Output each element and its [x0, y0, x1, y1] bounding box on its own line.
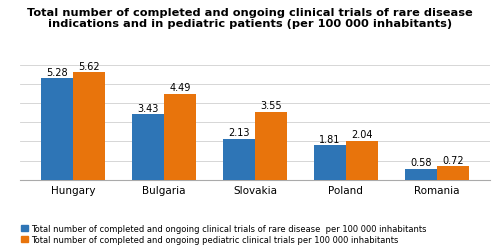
Text: Total number of completed and ongoing clinical trials of rare disease
indication: Total number of completed and ongoing cl… [27, 8, 473, 29]
Bar [132, 114, 164, 180]
Text: 3.43: 3.43 [138, 103, 159, 113]
Bar [164, 94, 196, 180]
Bar [73, 72, 105, 180]
Bar [346, 141, 378, 180]
Legend: Total number of completed and ongoing clinical trials of rare disease  per 100 0: Total number of completed and ongoing cl… [19, 222, 428, 246]
Text: 3.55: 3.55 [260, 101, 281, 111]
Text: 2.13: 2.13 [228, 128, 250, 138]
Text: 1.81: 1.81 [320, 134, 340, 144]
Text: 0.72: 0.72 [442, 155, 464, 165]
Text: 4.49: 4.49 [170, 83, 190, 93]
Bar [255, 112, 287, 180]
Bar [223, 139, 255, 180]
Text: 5.62: 5.62 [78, 61, 100, 71]
Bar [314, 146, 346, 180]
Text: 2.04: 2.04 [351, 130, 372, 140]
Text: 5.28: 5.28 [46, 68, 68, 78]
Bar [42, 79, 73, 180]
Bar [405, 169, 437, 180]
Text: 0.58: 0.58 [410, 158, 432, 168]
Bar [437, 166, 468, 180]
